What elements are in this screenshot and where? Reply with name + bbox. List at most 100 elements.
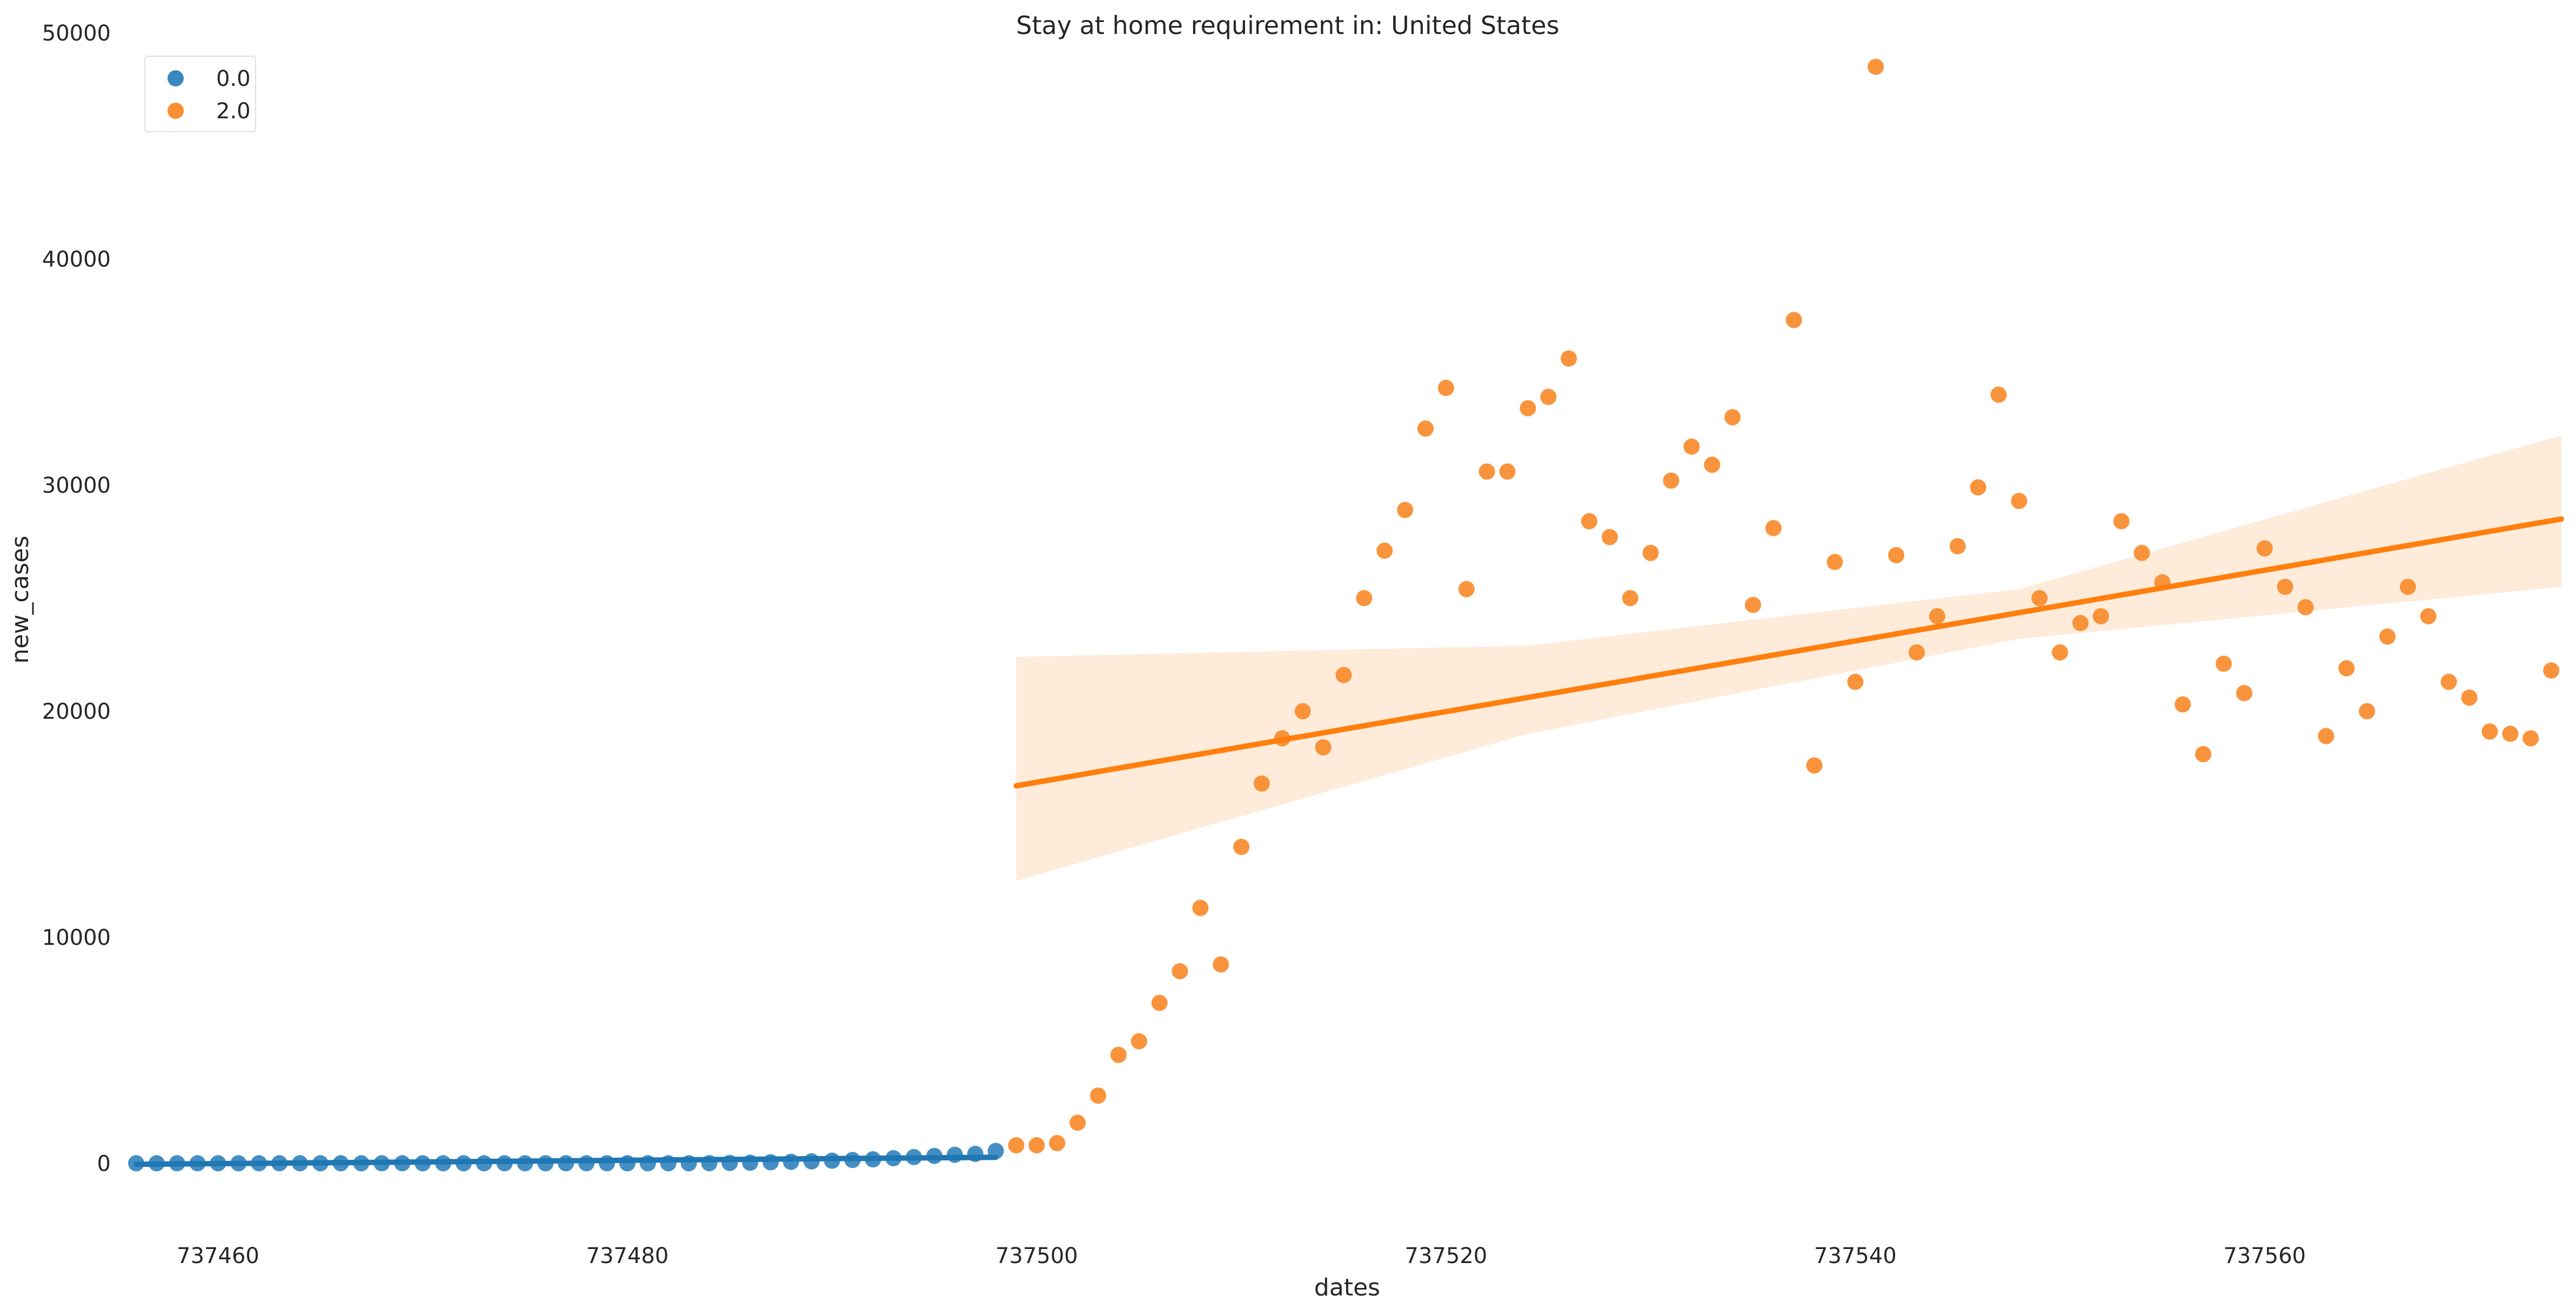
x-tick-label: 737540 [1814,1244,1897,1268]
data-point-series-1 [1540,388,1557,405]
data-point-series-1 [2031,590,2048,607]
data-point-series-1 [1172,963,1188,979]
data-point-series-1 [1683,438,1700,455]
data-point-series-1 [1888,547,1905,563]
data-point-series-1 [1990,386,2007,403]
data-point-series-1 [1663,472,1680,489]
data-point-series-1 [2318,728,2334,744]
data-point-series-1 [2420,608,2437,625]
data-point-series-1 [1356,590,1373,607]
data-point-series-1 [2399,579,2416,595]
data-point-series-1 [1294,703,1311,720]
legend-label-2-0: 2.0 [216,99,251,124]
y-tick-label: 30000 [42,473,111,498]
data-point-series-1 [1499,463,1516,480]
data-point-series-1 [2195,746,2212,762]
y-tick-label: 10000 [42,925,111,950]
data-point-series-1 [2052,644,2069,661]
data-point-series-1 [2481,723,2498,740]
confidence-band-series-1 [1016,435,2561,881]
data-point-series-1 [2338,660,2355,676]
data-point-series-1 [1745,596,1761,613]
y-tick-label: 0 [97,1152,111,1177]
legend-marker-2-0 [168,103,184,119]
legend-marker-0-0 [168,70,184,86]
data-point-series-1 [1213,956,1229,973]
data-point-series-1 [1806,757,1823,774]
data-point-series-1 [1090,1087,1107,1104]
data-point-series-1 [2543,662,2560,679]
data-point-series-1 [2072,615,2089,632]
legend: 0.0 2.0 [144,56,256,132]
data-point-series-1 [2379,628,2396,645]
data-point-series-1 [1049,1134,1066,1151]
chart-title: Stay at home requirement in: United Stat… [1016,11,1559,40]
data-point-series-1 [1724,409,1741,426]
data-point-series-1 [1130,1033,1147,1050]
data-point-series-1 [2523,730,2539,747]
data-point-series-1 [1233,838,1250,855]
data-point-series-1 [1581,513,1597,529]
x-tick-label: 737500 [995,1244,1078,1268]
data-point-series-1 [2359,703,2376,720]
data-point-series-1 [2092,608,2109,625]
data-point-series-1 [1110,1046,1127,1063]
data-point-series-1 [2440,674,2457,690]
data-point-series-1 [1601,529,1618,546]
y-tick-label: 50000 [42,21,111,46]
data-point-series-1 [1192,899,1209,916]
data-point-series-1 [2216,655,2232,672]
data-point-series-1 [1335,667,1352,683]
x-tick-label: 737560 [2223,1244,2306,1268]
data-point-series-1 [2297,599,2314,615]
data-point-series-1 [2256,540,2273,557]
data-point-series-1 [2502,726,2519,742]
data-point-series-0 [946,1146,963,1163]
data-point-series-1 [1437,380,1454,396]
data-point-series-1 [1520,400,1536,417]
data-point-series-1 [1909,644,1925,661]
regression-line-layer [133,516,2564,1167]
data-point-series-1 [1868,58,1884,75]
x-axis-label: dates [1314,1274,1380,1301]
data-point-series-0 [782,1153,799,1170]
data-point-series-1 [1376,542,1393,559]
x-tick-label: 737460 [177,1244,259,1268]
data-point-series-1 [1151,995,1168,1011]
data-point-series-1 [1765,520,1782,536]
data-point-series-1 [1642,545,1659,561]
data-point-series-1 [1254,775,1270,792]
data-point-series-1 [2236,685,2252,701]
data-point-series-1 [1458,581,1475,597]
data-point-series-1 [1785,312,1802,328]
confidence-band-layer [1016,435,2561,881]
data-point-series-1 [2277,579,2293,595]
y-tick-label: 20000 [42,700,111,724]
data-point-series-1 [2011,493,2028,509]
data-point-series-1 [1826,554,1843,570]
regression-line-series-0 [133,1154,999,1167]
data-point-series-1 [1622,590,1638,607]
data-point-series-0 [599,1155,615,1172]
data-point-series-1 [1847,674,1864,690]
x-tick-label: 737520 [1405,1244,1488,1268]
data-point-series-1 [1704,456,1721,473]
data-point-series-1 [1949,538,1966,554]
y-tick-label: 40000 [42,247,111,272]
data-point-series-1 [1028,1137,1045,1153]
regression-line-series-1 [1013,516,2564,789]
data-point-series-1 [1929,608,1945,625]
data-point-series-1 [1478,463,1495,480]
data-point-series-1 [1561,350,1577,367]
data-point-series-1 [1417,420,1434,437]
data-point-series-1 [1008,1137,1025,1153]
data-point-series-1 [2113,513,2130,529]
axis-layer: 737460 737480 737500 737520 737540 737560 0 100… [42,21,2306,1268]
data-point-series-1 [2461,689,2478,706]
data-point-series-1 [1069,1114,1086,1131]
y-axis-label: new_cases [6,535,34,663]
x-tick-label: 737480 [586,1244,669,1268]
